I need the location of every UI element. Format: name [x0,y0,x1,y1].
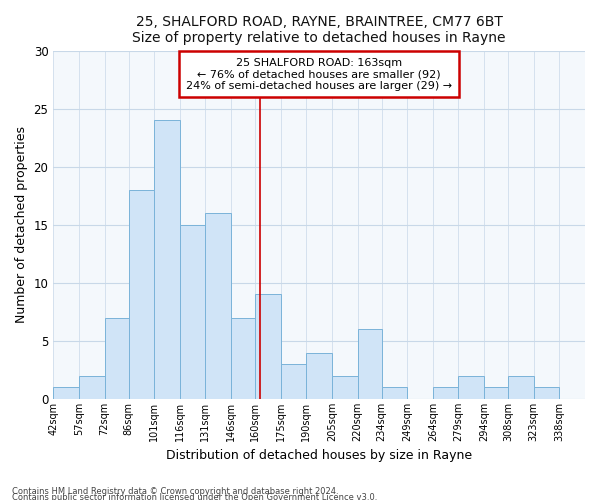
Bar [255,294,281,399]
Text: Contains HM Land Registry data © Crown copyright and database right 2024.: Contains HM Land Registry data © Crown c… [12,486,338,496]
Bar [53,388,79,399]
Bar [154,120,180,399]
Bar [433,388,458,399]
Bar [281,364,307,399]
Bar [128,190,154,399]
Y-axis label: Number of detached properties: Number of detached properties [15,126,28,324]
Bar [180,225,205,399]
Bar [358,330,382,399]
Bar [79,376,104,399]
Bar [307,352,332,399]
Text: 25 SHALFORD ROAD: 163sqm
← 76% of detached houses are smaller (92)
24% of semi-d: 25 SHALFORD ROAD: 163sqm ← 76% of detach… [186,58,452,90]
Title: 25, SHALFORD ROAD, RAYNE, BRAINTREE, CM77 6BT
Size of property relative to detac: 25, SHALFORD ROAD, RAYNE, BRAINTREE, CM7… [133,15,506,45]
Text: Contains public sector information licensed under the Open Government Licence v3: Contains public sector information licen… [12,492,377,500]
Bar [534,388,559,399]
Bar [508,376,534,399]
Bar [104,318,128,399]
Bar [382,388,407,399]
Bar [231,318,255,399]
X-axis label: Distribution of detached houses by size in Rayne: Distribution of detached houses by size … [166,450,472,462]
Bar [205,213,231,399]
Bar [484,388,508,399]
Bar [458,376,484,399]
Bar [332,376,358,399]
